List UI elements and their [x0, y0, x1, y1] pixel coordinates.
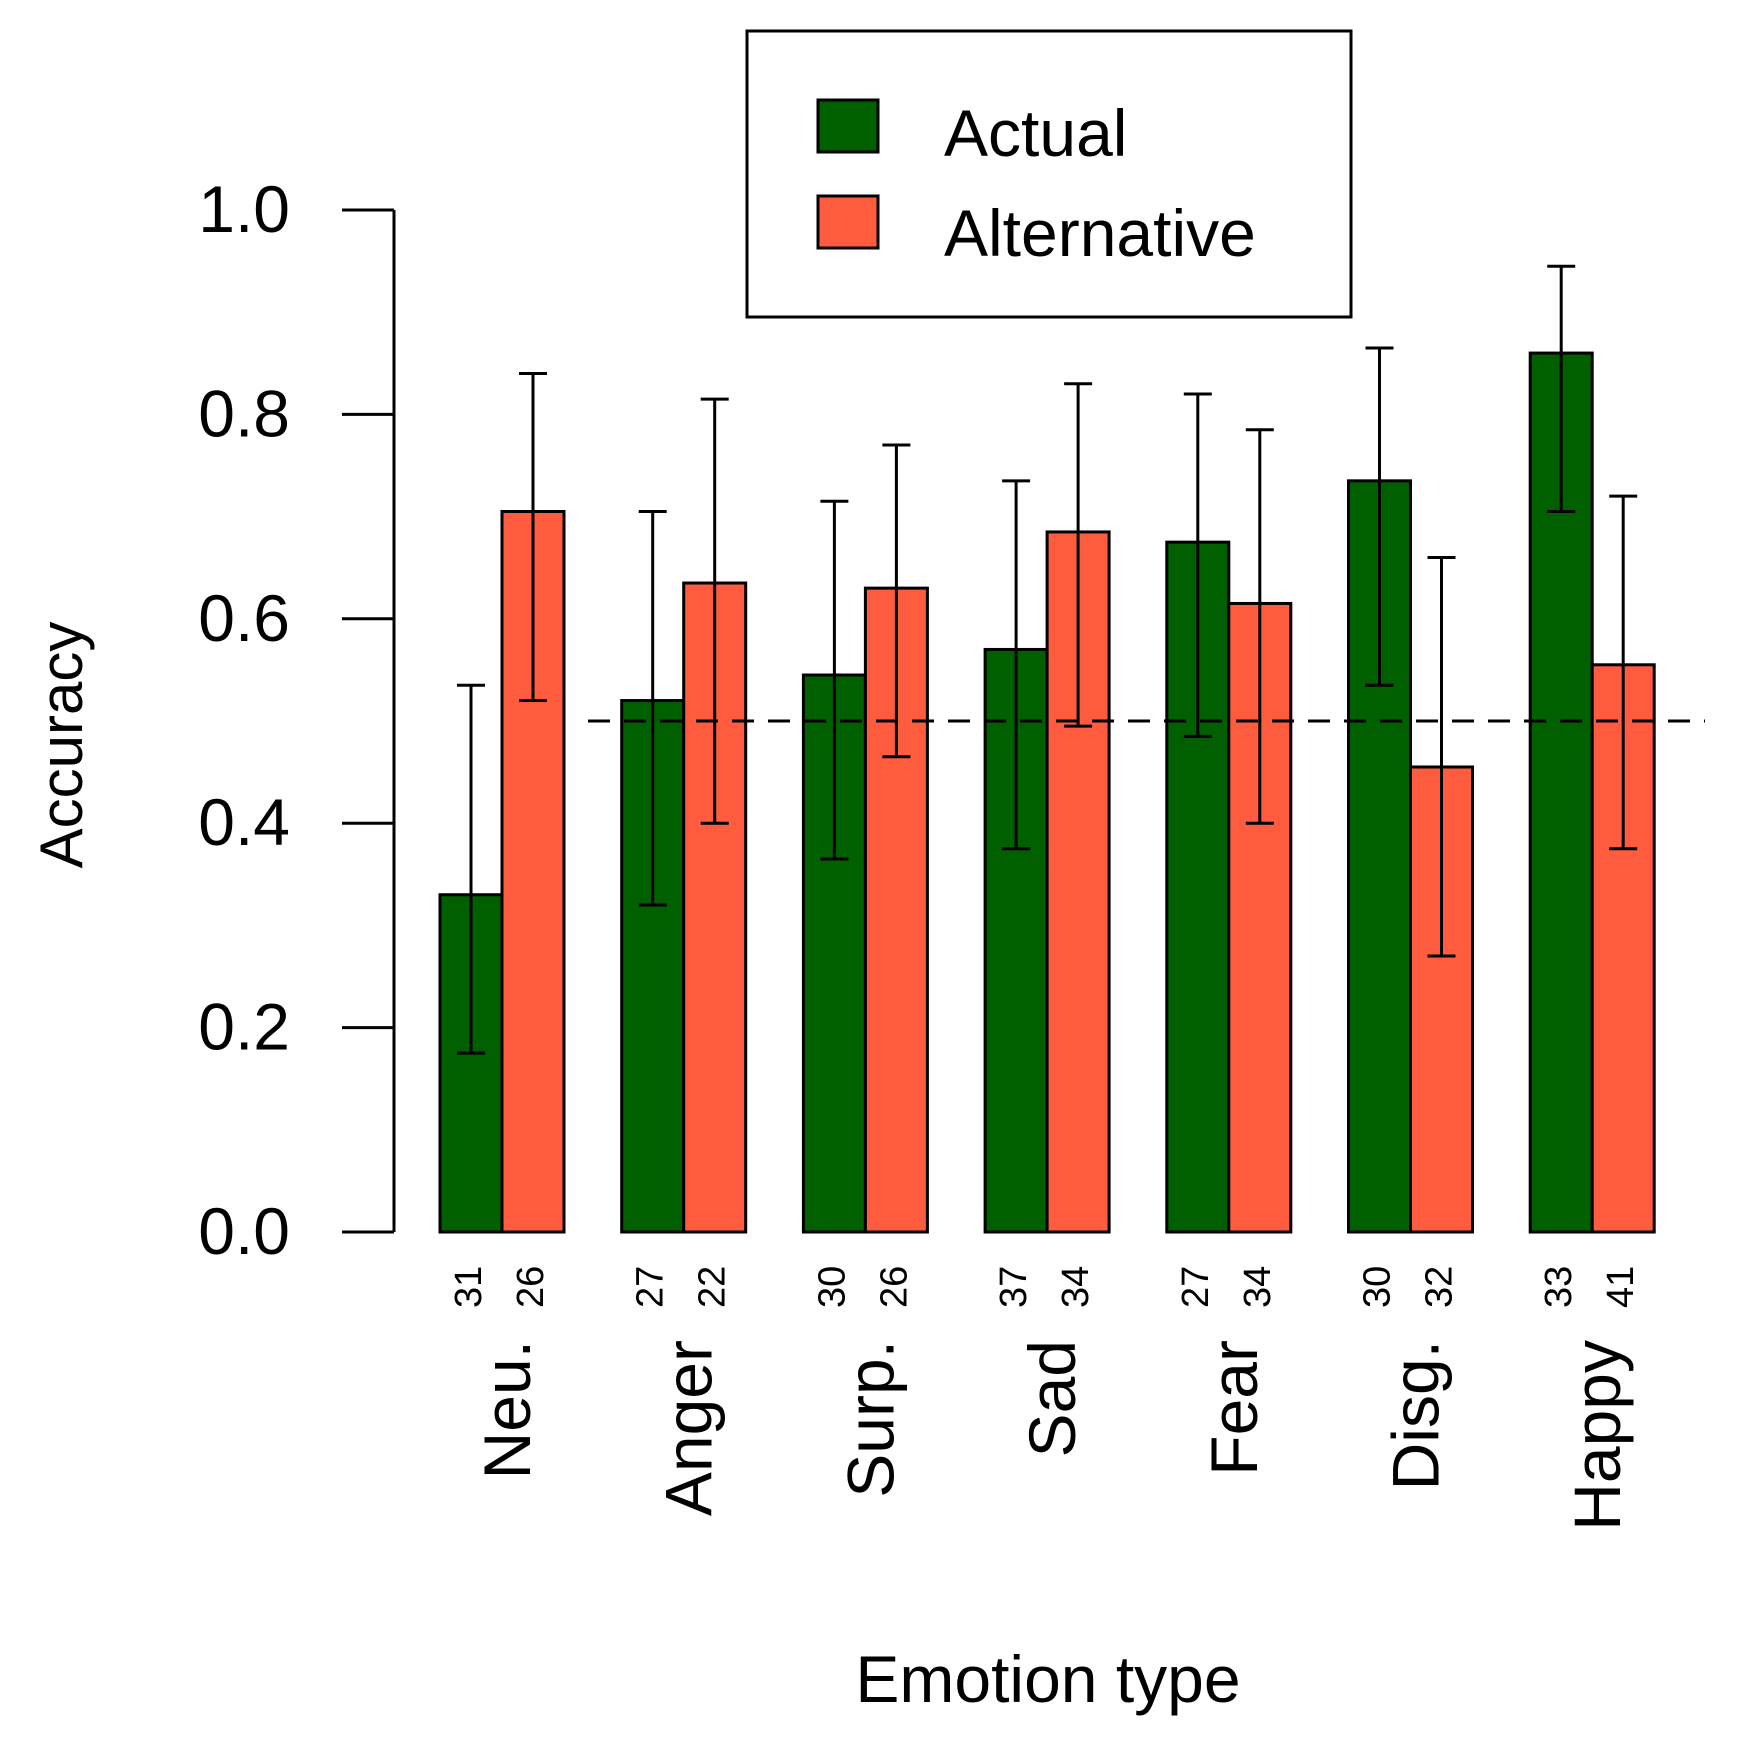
legend-swatch-alternative: [816, 194, 880, 250]
plot-area: [438, 264, 1705, 1234]
sample-size-label: 41: [1600, 1266, 1642, 1308]
sample-size-label: 26: [873, 1266, 915, 1308]
x-axis-title: Emotion type: [855, 1642, 1240, 1716]
legend-swatch-actual: [816, 98, 880, 154]
sample-size-label: 34: [1237, 1266, 1279, 1308]
legend-label-alternative: Alternative: [944, 196, 1256, 270]
y-tick-label: 0.4: [198, 785, 290, 859]
bar-actual-6: [1528, 351, 1594, 1234]
sample-size-label: 26: [510, 1266, 552, 1308]
legend-box: [745, 29, 1353, 319]
y-tick-label: 1.0: [198, 172, 290, 246]
x-tick-label: Anger: [652, 1340, 726, 1516]
y-tick-label: 0.8: [198, 376, 290, 450]
sample-size-label: 27: [630, 1266, 672, 1308]
bar-actual-4: [1165, 540, 1231, 1234]
sample-size-label: 27: [1175, 1266, 1217, 1308]
x-tick-label: Happy: [1560, 1340, 1634, 1531]
x-tick-label: Sad: [1015, 1340, 1089, 1457]
sample-size-label: 30: [1357, 1266, 1399, 1308]
y-axis-title: Accuracy: [28, 622, 95, 869]
y-tick-label: 0.0: [198, 1194, 290, 1268]
x-tick-label: Surp.: [833, 1340, 907, 1498]
x-axis-labels: 31 26 Neu. 27 22 Anger 30 26 Surp. 37 34 Sad 27 34 Fea…: [448, 1266, 1642, 1531]
bar-alternative-1: [682, 581, 748, 1234]
x-tick-label: Neu.: [470, 1340, 544, 1479]
sample-size-label: 37: [993, 1266, 1035, 1308]
bar-actual-2: [801, 673, 867, 1234]
x-tick-label: Disg.: [1379, 1340, 1453, 1490]
y-axis: 0.0 0.2 0.4 0.6 0.8 1.0: [198, 172, 396, 1268]
y-tick-label: 0.2: [198, 990, 290, 1064]
sample-size-label: 31: [448, 1266, 490, 1308]
sample-size-label: 33: [1538, 1266, 1580, 1308]
legend: Actual Alternative: [745, 29, 1353, 319]
y-tick-label: 0.6: [198, 581, 290, 655]
sample-size-label: 34: [1055, 1266, 1097, 1308]
sample-size-label: 30: [811, 1266, 853, 1308]
sample-size-label: 22: [692, 1266, 734, 1308]
x-tick-label: Fear: [1197, 1340, 1271, 1476]
legend-label-actual: Actual: [944, 96, 1127, 170]
sample-size-label: 32: [1419, 1266, 1461, 1308]
